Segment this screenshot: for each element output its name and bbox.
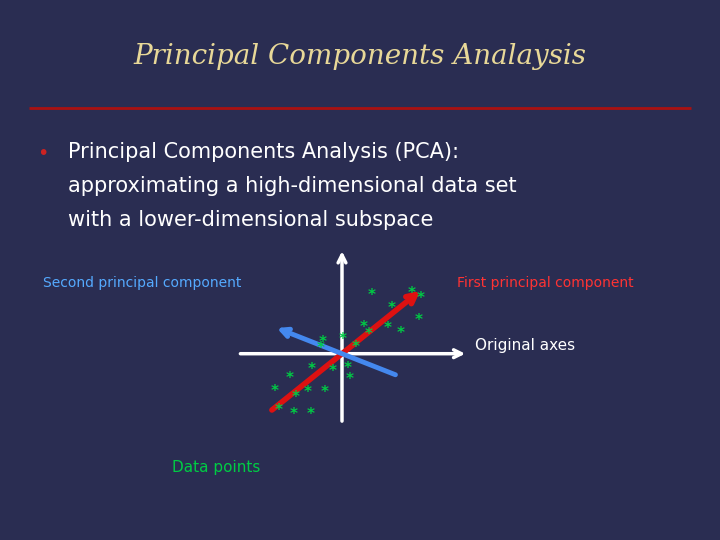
Text: *: * (414, 313, 423, 328)
Text: *: * (275, 403, 283, 418)
Text: *: * (343, 361, 351, 376)
Text: Principal Components Analysis (PCA):: Principal Components Analysis (PCA): (68, 142, 459, 163)
Text: *: * (318, 335, 326, 349)
Text: *: * (360, 320, 368, 335)
Text: approximating a high-dimensional data set: approximating a high-dimensional data se… (68, 176, 517, 197)
Text: *: * (292, 390, 300, 405)
Text: *: * (352, 340, 360, 355)
Text: *: * (387, 301, 395, 316)
Text: *: * (307, 407, 315, 422)
Text: *: * (397, 326, 405, 341)
Text: First principal component: First principal component (457, 276, 634, 291)
Text: Principal Components Analaysis: Principal Components Analaysis (133, 43, 587, 70)
Text: *: * (367, 288, 375, 302)
Text: with a lower-dimensional subspace: with a lower-dimensional subspace (68, 210, 433, 231)
Text: *: * (321, 386, 329, 401)
Text: Original axes: Original axes (475, 338, 575, 353)
Text: *: * (271, 384, 279, 399)
Text: •: • (37, 144, 49, 164)
Text: *: * (365, 327, 373, 342)
Text: *: * (346, 372, 354, 387)
Text: *: * (339, 333, 347, 348)
Text: *: * (286, 372, 294, 387)
Text: *: * (304, 385, 312, 400)
Text: *: * (417, 291, 425, 306)
Text: *: * (307, 362, 315, 377)
Text: *: * (329, 363, 337, 379)
Text: *: * (317, 341, 325, 356)
Text: Data points: Data points (172, 460, 260, 475)
Text: *: * (408, 286, 415, 301)
Text: *: * (384, 321, 392, 336)
Text: *: * (290, 407, 298, 422)
Text: Second principal component: Second principal component (43, 276, 242, 291)
